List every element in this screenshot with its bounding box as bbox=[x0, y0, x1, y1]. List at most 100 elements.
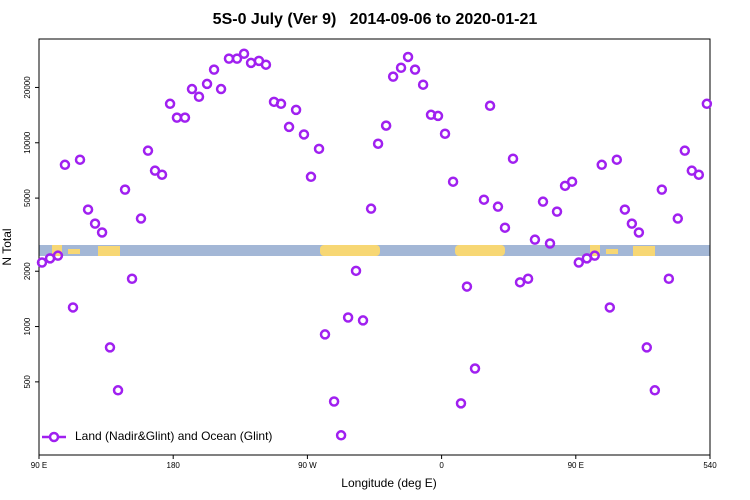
x-axis-title: Longitude (deg E) bbox=[341, 476, 436, 490]
point bbox=[89, 218, 101, 229]
plot-frame bbox=[38, 38, 711, 456]
point bbox=[319, 329, 331, 340]
point bbox=[596, 159, 607, 171]
point bbox=[135, 213, 147, 224]
point bbox=[365, 203, 377, 214]
point bbox=[455, 398, 467, 409]
legend-marker bbox=[48, 431, 60, 443]
point bbox=[447, 176, 459, 187]
x-tick-label: 180 bbox=[167, 461, 181, 470]
y-tick-label: 1000 bbox=[23, 317, 32, 335]
point bbox=[119, 184, 131, 195]
y-tick-label: 5000 bbox=[23, 189, 32, 207]
point bbox=[36, 257, 48, 268]
y-tick-label: 20000 bbox=[23, 76, 32, 99]
point bbox=[179, 112, 191, 123]
x-tick-label: 90 E bbox=[568, 461, 584, 470]
point bbox=[507, 153, 519, 164]
point bbox=[679, 145, 691, 156]
point bbox=[357, 315, 369, 326]
point bbox=[395, 62, 407, 73]
point bbox=[52, 250, 64, 261]
point bbox=[522, 273, 534, 285]
point bbox=[439, 128, 451, 139]
point bbox=[223, 53, 235, 64]
x-tick-label: 0 bbox=[439, 461, 444, 470]
chart-title: 5S-0 July (Ver 9) 2014-09-06 to 2020-01-… bbox=[213, 11, 538, 28]
x-tick-label: 540 bbox=[703, 461, 717, 470]
point bbox=[409, 64, 421, 75]
point bbox=[672, 213, 684, 224]
point bbox=[461, 281, 473, 292]
point bbox=[313, 143, 325, 155]
point bbox=[67, 302, 79, 313]
point bbox=[372, 138, 384, 149]
y-tick-label: 10000 bbox=[23, 131, 32, 154]
point bbox=[663, 273, 675, 285]
point bbox=[387, 71, 399, 82]
point bbox=[290, 104, 302, 116]
point bbox=[499, 222, 511, 233]
point bbox=[380, 120, 392, 131]
point bbox=[231, 53, 243, 64]
point bbox=[566, 176, 578, 187]
point bbox=[82, 204, 94, 215]
point bbox=[298, 129, 310, 140]
point bbox=[492, 201, 504, 212]
point bbox=[611, 154, 623, 165]
point bbox=[208, 64, 220, 75]
point bbox=[619, 204, 631, 215]
point bbox=[656, 184, 668, 195]
point bbox=[112, 385, 124, 396]
point bbox=[193, 91, 205, 103]
point bbox=[649, 385, 661, 396]
point bbox=[551, 206, 563, 217]
point bbox=[641, 342, 653, 353]
point bbox=[484, 100, 496, 112]
point bbox=[701, 98, 713, 110]
x-tick-label: 90 E bbox=[31, 461, 47, 470]
point bbox=[96, 227, 108, 238]
point bbox=[432, 110, 444, 122]
point bbox=[74, 154, 86, 165]
point bbox=[633, 227, 645, 238]
point bbox=[305, 171, 317, 183]
point bbox=[275, 98, 287, 110]
y-tick-label: 2000 bbox=[23, 262, 32, 280]
point bbox=[215, 83, 227, 95]
point bbox=[260, 59, 272, 70]
point bbox=[589, 250, 600, 261]
point bbox=[402, 51, 414, 63]
point bbox=[142, 145, 154, 156]
point bbox=[104, 342, 116, 353]
point bbox=[335, 430, 347, 441]
point bbox=[328, 396, 340, 407]
legend-label: Land (Nadir&Glint) and Ocean (Glint) bbox=[75, 429, 272, 443]
point bbox=[350, 265, 362, 277]
point bbox=[59, 159, 71, 171]
point bbox=[126, 273, 138, 285]
point bbox=[529, 234, 541, 245]
point bbox=[156, 169, 168, 180]
point bbox=[514, 277, 526, 288]
point bbox=[171, 112, 183, 123]
point bbox=[469, 363, 481, 374]
y-tick-label: 500 bbox=[23, 375, 32, 389]
point bbox=[342, 312, 354, 323]
x-tick-label: 90 W bbox=[298, 461, 317, 470]
land-band bbox=[39, 245, 710, 256]
y-axis-title: N Total bbox=[0, 228, 14, 265]
point bbox=[626, 218, 638, 229]
point bbox=[573, 257, 585, 268]
point bbox=[201, 78, 213, 90]
point bbox=[164, 98, 176, 110]
point bbox=[478, 194, 490, 205]
point bbox=[417, 79, 429, 90]
point bbox=[283, 121, 295, 133]
point bbox=[604, 302, 616, 313]
point bbox=[238, 48, 250, 60]
point bbox=[693, 169, 705, 180]
point bbox=[537, 196, 549, 207]
point bbox=[544, 238, 556, 249]
